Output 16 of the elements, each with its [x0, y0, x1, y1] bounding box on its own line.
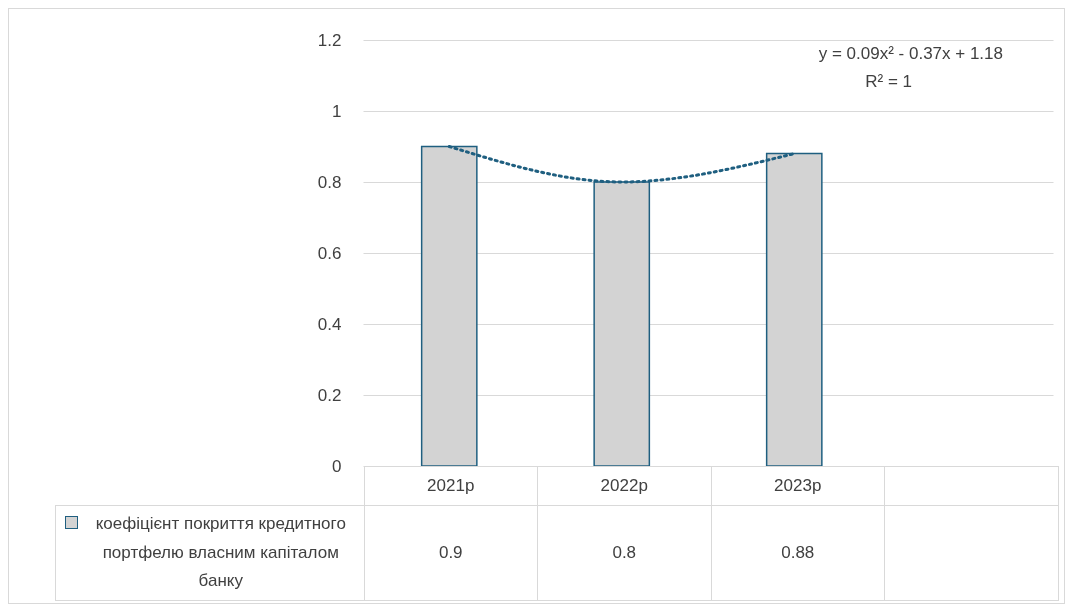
- y-tick-label: 0: [332, 456, 342, 476]
- y-tick-label: 1: [332, 101, 342, 121]
- x-tick-label: 2022р: [537, 466, 711, 506]
- x-tick-label: 2023р: [711, 466, 885, 506]
- y-tick-label: 1.2: [317, 30, 342, 50]
- data-label: 0.88: [711, 505, 885, 601]
- annotation: R² = 1: [865, 72, 912, 92]
- y-tick-label: 0.2: [317, 385, 342, 405]
- y-tick-label: 0.4: [317, 314, 342, 334]
- data-label: 0.9: [364, 505, 538, 601]
- x-tick-label: 2021р: [364, 466, 538, 506]
- data-label: 0.8: [537, 505, 711, 601]
- annotation: y = 0.09x² - 0.37x + 1.18: [818, 44, 1003, 64]
- y-tick-label: 0.8: [317, 172, 342, 192]
- legend-label: коефіцієнт покриття кредитного портфелю власним капіталом банку: [94, 512, 347, 593]
- y-tick-label: 0.6: [317, 243, 342, 263]
